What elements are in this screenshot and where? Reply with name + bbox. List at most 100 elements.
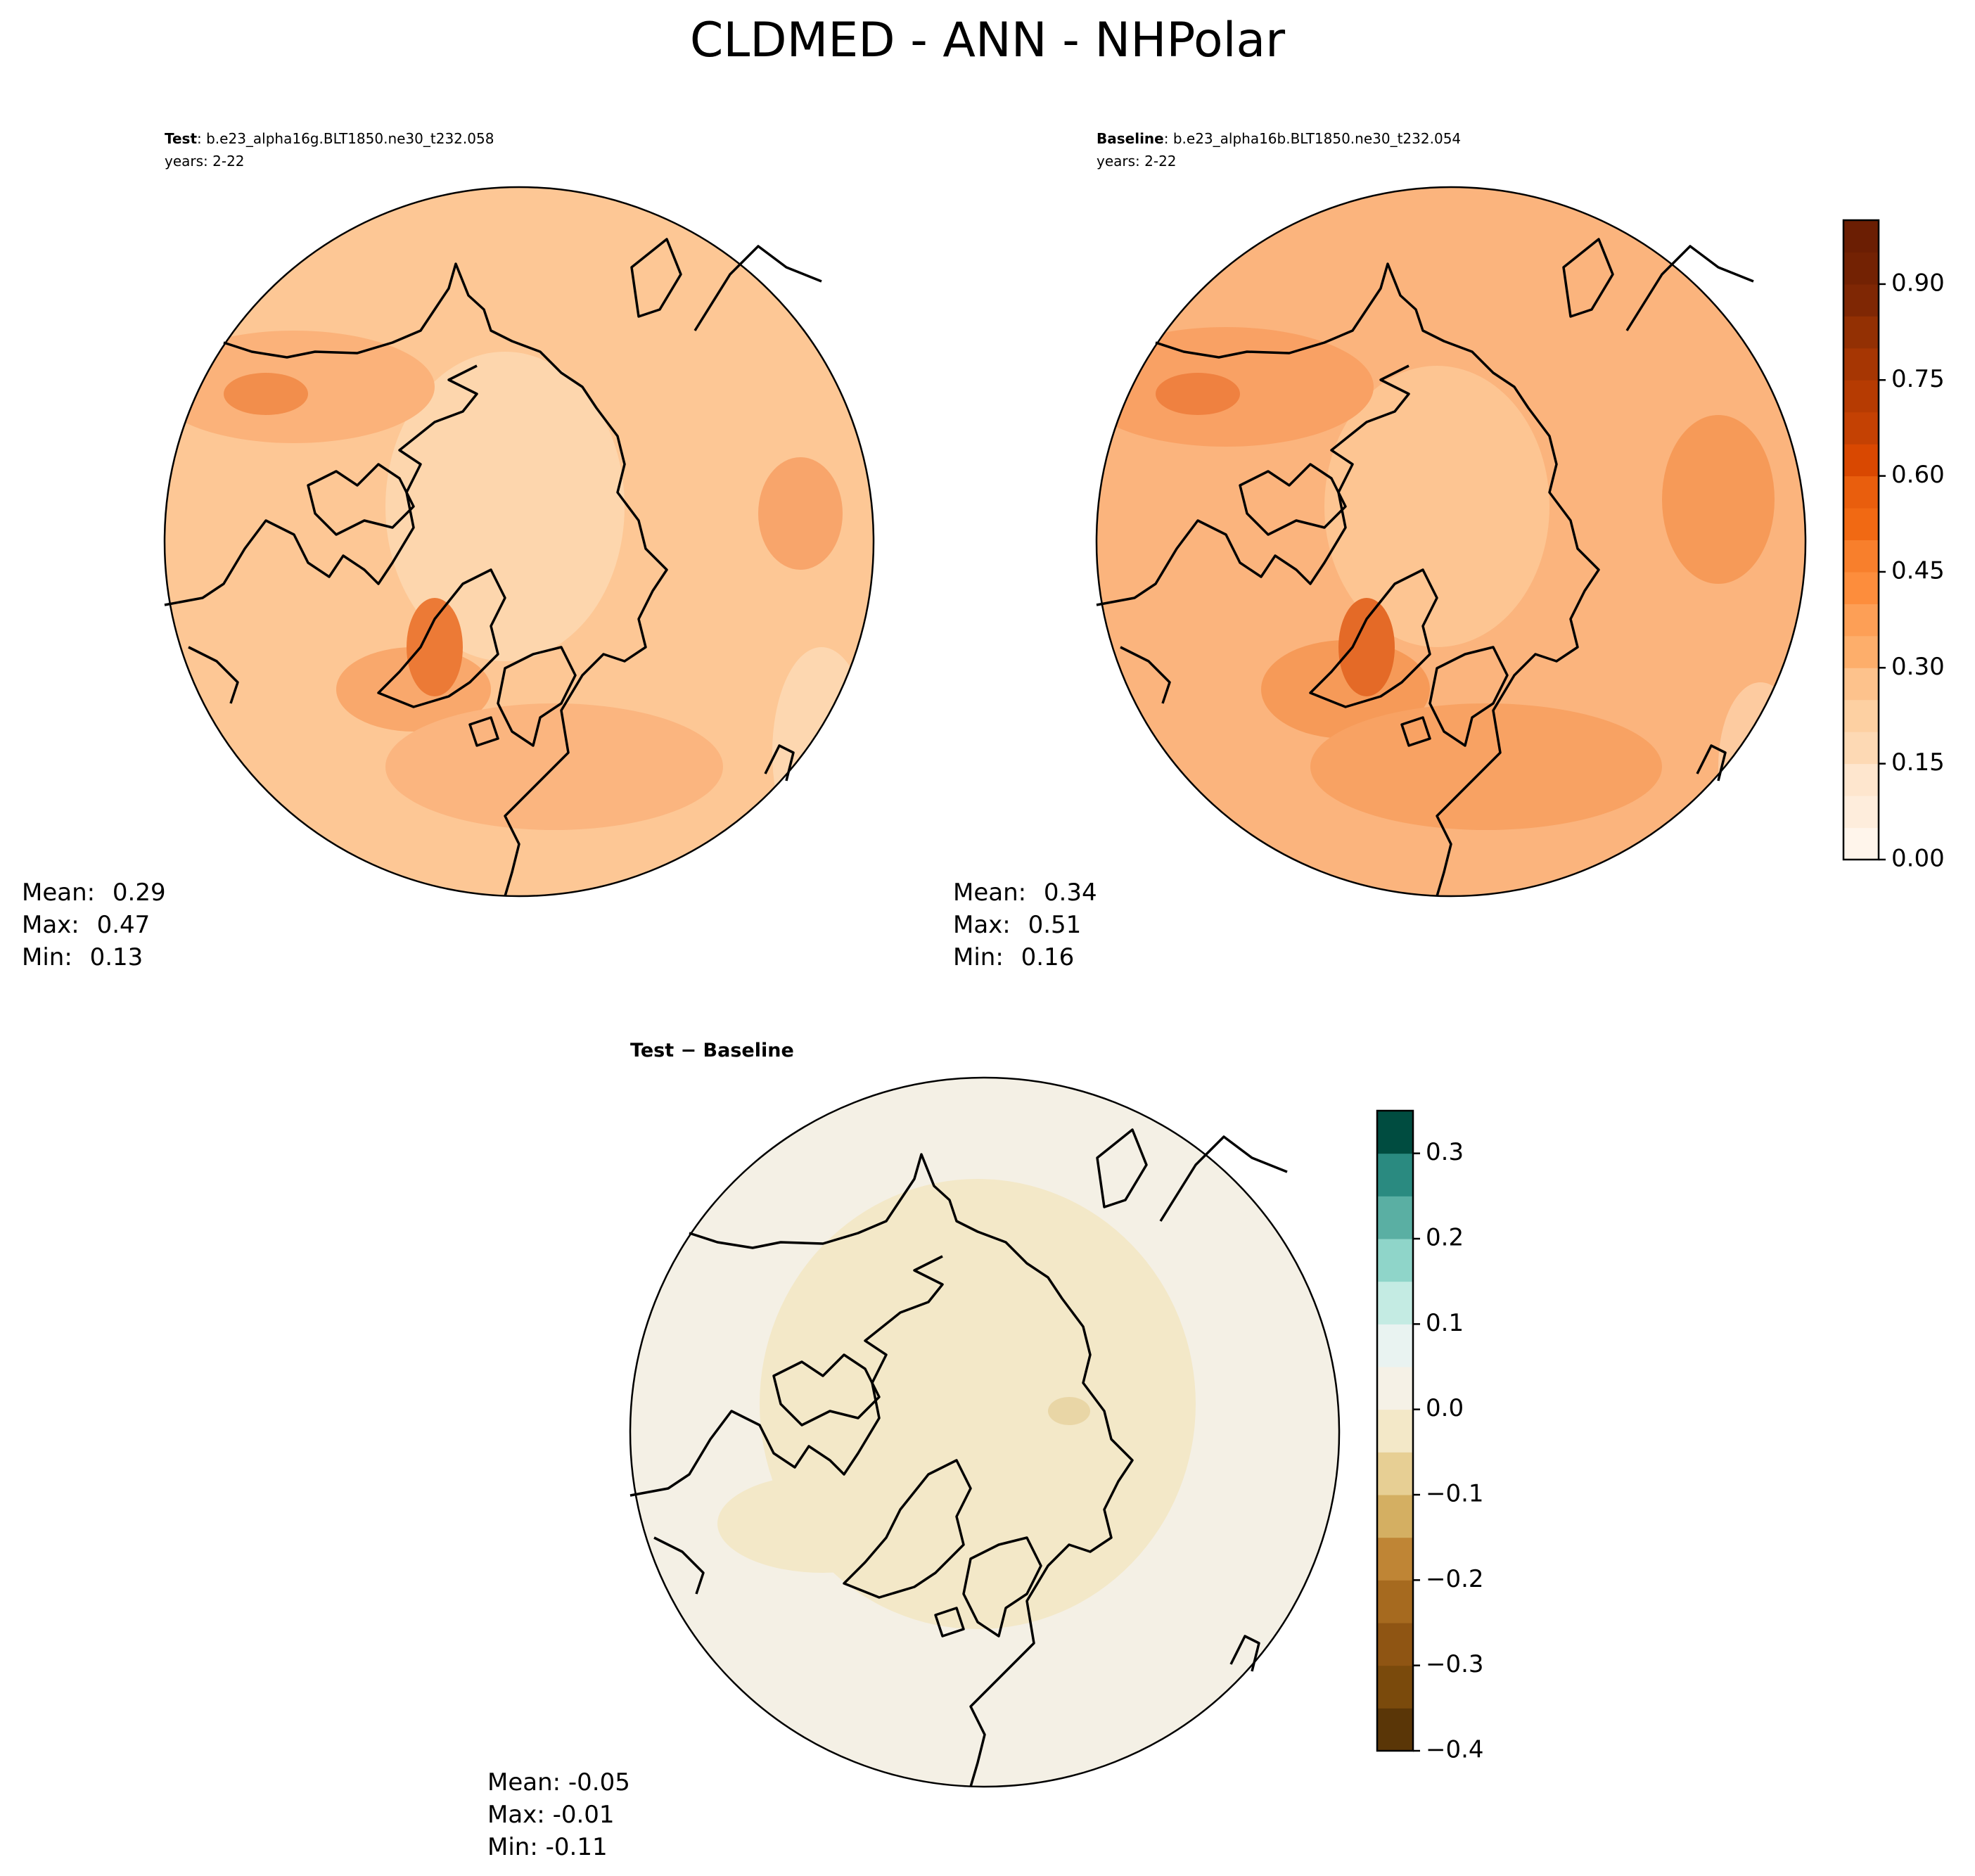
stat-name: Mean: (487, 1768, 561, 1797)
colorbar-level (1377, 1665, 1413, 1709)
map-field (165, 187, 874, 896)
colorbar-level (1377, 1409, 1413, 1453)
stat-value: 0.13 (90, 943, 143, 971)
colorbar-level (1377, 1623, 1413, 1666)
colorbar-level (1377, 1324, 1413, 1367)
field (1156, 373, 1240, 415)
colorbar-level (1843, 796, 1879, 829)
stat: Max: -0.01 (487, 1801, 615, 1829)
colorbar-level (1377, 1196, 1413, 1239)
colorbar-tick-label: −0.2 (1426, 1565, 1484, 1593)
stat: Min: 0.13 (22, 943, 143, 971)
field (1338, 598, 1395, 696)
field (717, 1474, 928, 1573)
colorbar-tick-label: −0.4 (1426, 1736, 1484, 1764)
stat-name: Min: (487, 1833, 538, 1861)
colorbar-level (1843, 540, 1879, 573)
stat-value: 0.47 (97, 911, 151, 939)
colorbar-level (1377, 1281, 1413, 1325)
colorbar-level (1377, 1495, 1413, 1538)
colorbar-level (1843, 444, 1879, 477)
stat-value: -0.05 (568, 1768, 630, 1797)
colorbar-level (1843, 476, 1879, 509)
stat-value: 0.34 (1044, 879, 1097, 907)
map-border (163, 186, 875, 898)
colorbar-level (1843, 763, 1879, 796)
colorbar-tick-label: 0.2 (1426, 1224, 1464, 1252)
panel-years: years: 2-22 (165, 153, 245, 170)
colorbar-frame (1376, 1109, 1414, 1752)
colorbar-level (1843, 604, 1879, 637)
panel-header: Baseline: b.e23_alpha16b.BLT1850.ne30_t2… (1097, 130, 1461, 147)
panel-label: Baseline (1097, 130, 1164, 147)
colorbar-tick-label: 0.15 (1891, 748, 1945, 777)
map-field (1097, 187, 1805, 896)
stat: Mean: 0.34 (953, 879, 1097, 907)
colorbar-level (1843, 699, 1879, 732)
colorbar-tick-label: 0.0 (1426, 1394, 1464, 1422)
colorbar-level (1843, 411, 1879, 445)
stat: Max: 0.47 (22, 911, 150, 939)
colorbar-tick-label: 0.00 (1891, 845, 1945, 873)
stat: Min: -0.11 (487, 1833, 608, 1861)
figure-title: CLDMED - ANN - NHPolar (690, 13, 1285, 68)
colorbar-level (1377, 1239, 1413, 1282)
colorbar-level (1843, 347, 1879, 381)
case-name: : b.e23_alpha16b.BLT1850.ne30_t232.054 (1164, 130, 1461, 147)
colorbar-level (1843, 571, 1879, 604)
map (629, 1076, 1341, 1788)
field (385, 352, 625, 661)
colorbar-level (1843, 380, 1879, 413)
map-border (629, 1076, 1341, 1788)
field (407, 598, 463, 696)
colorbar-tick-label: −0.1 (1426, 1480, 1484, 1508)
stat-value: 0.29 (113, 879, 166, 907)
colorbar-level (1377, 1580, 1413, 1623)
stat-name: Mean: (953, 879, 1026, 907)
stat: Max: 0.51 (953, 911, 1081, 939)
field (1324, 366, 1549, 647)
stat: Mean: 0.29 (22, 879, 166, 907)
map (163, 186, 875, 898)
colorbar-level (1377, 1367, 1413, 1410)
colorbar-tick-label: 0.1 (1426, 1309, 1464, 1337)
colorbar-level (1843, 283, 1879, 317)
colorbar-level (1843, 252, 1879, 285)
colorbar-tick-label: 0.60 (1891, 461, 1945, 489)
colorbar-level (1377, 1111, 1413, 1154)
colorbar-tick-label: 0.3 (1426, 1138, 1464, 1166)
stat: Min: 0.16 (953, 943, 1074, 971)
colorbar-level (1377, 1708, 1413, 1751)
colorbar-level (1377, 1452, 1413, 1495)
panel-label: Test (165, 130, 197, 147)
field (758, 457, 843, 570)
field (772, 647, 871, 858)
field (1662, 415, 1775, 584)
stat-name: Mean: (22, 879, 95, 907)
colorbar-level (1843, 220, 1879, 253)
stat-value: -0.01 (553, 1801, 615, 1829)
colorbar-frame (1842, 219, 1880, 861)
colorbar-level (1843, 732, 1879, 765)
stat-name: Max: (487, 1801, 545, 1829)
colorbar-tick-label: −0.3 (1426, 1650, 1484, 1678)
colorbar-level (1843, 827, 1879, 860)
stat-name: Max: (22, 911, 79, 939)
colorbar-level (1843, 635, 1879, 668)
colorbar-tick-label: 0.45 (1891, 556, 1945, 585)
case-name: : b.e23_alpha16g.BLT1850.ne30_t232.058 (197, 130, 494, 147)
field (1718, 682, 1803, 851)
colorbar-tick-label: 0.30 (1891, 653, 1945, 681)
stat-value: 0.16 (1021, 943, 1075, 971)
stat: Mean: -0.05 (487, 1768, 630, 1797)
panel-years: years: 2-22 (1097, 153, 1177, 170)
map-border (1095, 186, 1807, 898)
colorbar-level (1843, 668, 1879, 701)
stat-value: 0.51 (1028, 911, 1082, 939)
colorbar-level (1843, 508, 1879, 540)
field (1048, 1397, 1090, 1425)
colorbar-level (1377, 1537, 1413, 1581)
colorbar-level (1843, 316, 1879, 349)
stat-name: Min: (22, 943, 72, 971)
